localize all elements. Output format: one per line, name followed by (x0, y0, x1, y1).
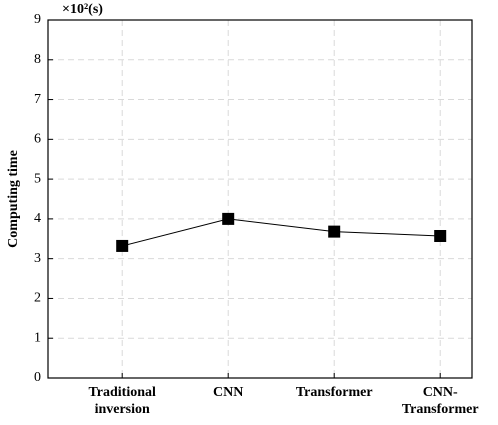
plot-frame (47, 19, 473, 379)
y-tick-label: 3 (34, 251, 41, 266)
x-tick-label: CNN-Transformer (401, 385, 479, 417)
y-tick-label: 7 (34, 92, 41, 107)
y-tick-label: 6 (34, 132, 41, 147)
point-marker (434, 229, 447, 242)
x-tick-label: Traditional inversion (88, 385, 156, 417)
y-tick-label: 5 (34, 171, 41, 186)
series-line (122, 218, 441, 247)
unit-annotation: ×10²(s) (62, 2, 103, 17)
y-tick-label: 2 (34, 291, 41, 306)
point-marker (328, 225, 341, 238)
x-tick-label: Transformer (295, 385, 373, 400)
y-tick-label: 4 (34, 211, 41, 226)
y-tick-label: 8 (34, 52, 41, 67)
point-marker (116, 239, 129, 252)
x-tick-label: CNN (213, 385, 244, 400)
y-tick-label: 0 (34, 370, 41, 385)
y-axis-label: Computing time (6, 150, 21, 248)
y-tick-label: 9 (34, 12, 41, 27)
y-tick-label: 1 (34, 330, 41, 345)
point-marker (222, 212, 235, 225)
